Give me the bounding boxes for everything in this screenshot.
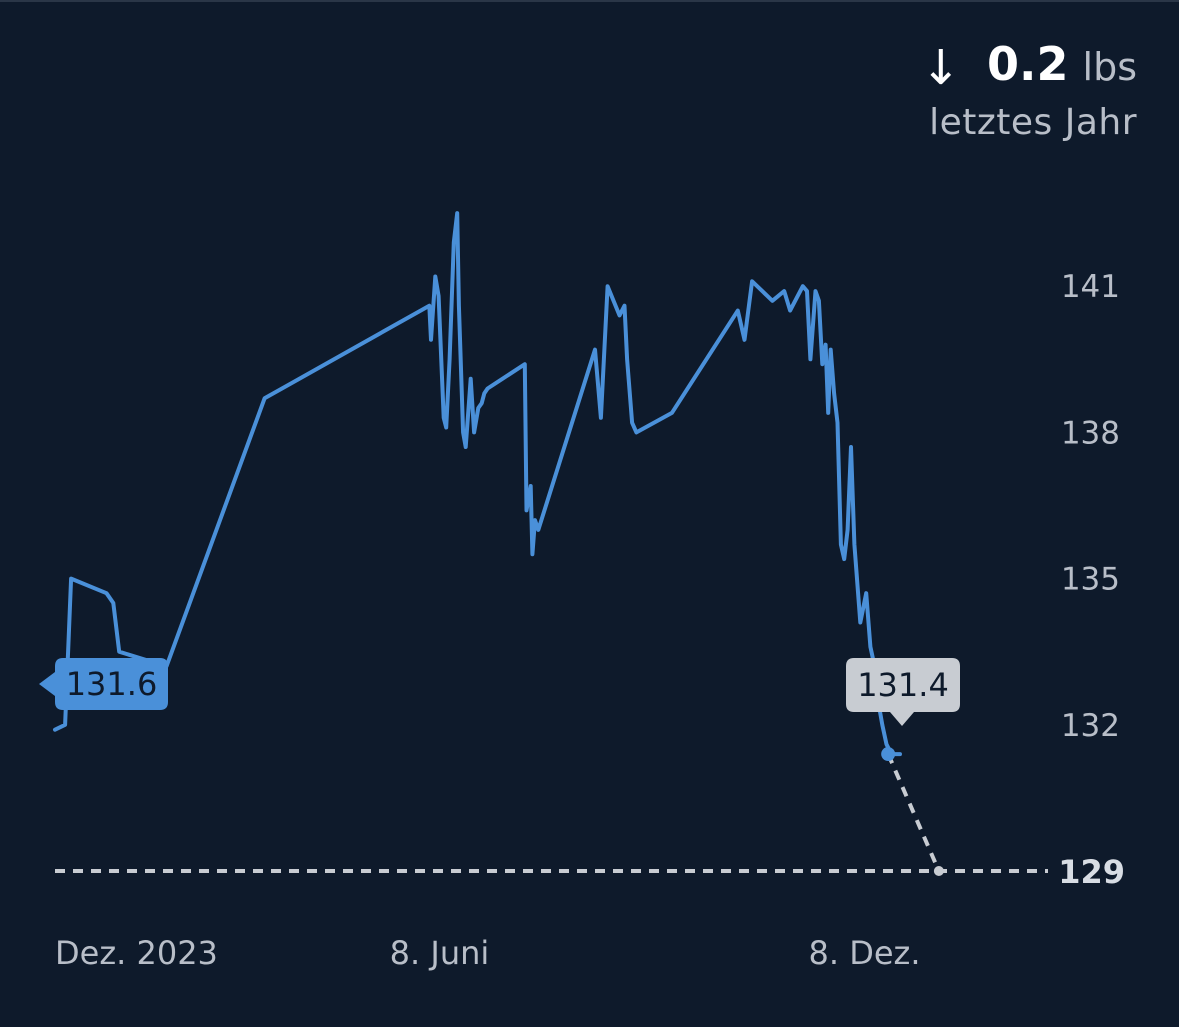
y-axis: 141 138 135 132 <box>1061 269 1120 744</box>
y-tick-label: 132 <box>1061 708 1120 744</box>
value-badges: 131.6 131.4 <box>39 658 960 726</box>
end-value-label: 131.4 <box>857 666 949 704</box>
x-tick-label: Dez. 2023 <box>55 934 218 972</box>
period-label: letztes Jahr <box>929 102 1137 143</box>
weight-change-value: 0.2 <box>987 37 1069 91</box>
x-tick-label: 8. Juni <box>390 934 490 972</box>
x-tick-label: 8. Dez. <box>809 934 921 972</box>
end-value-badge <box>846 658 960 726</box>
y-tick-label: 141 <box>1061 269 1120 305</box>
weight-series-line <box>53 211 902 757</box>
x-axis: Dez. 2023 8. Juni 8. Dez. <box>55 934 921 972</box>
weight-change-line: ↓ 0.2 lbs <box>921 36 1137 96</box>
start-value-label: 131.6 <box>66 665 158 703</box>
start-value-badge <box>39 658 168 710</box>
goal-line-group: 129 <box>55 853 1125 891</box>
weight-change-summary: ↓ 0.2 lbs letztes Jahr <box>921 36 1137 143</box>
weight-series <box>53 211 902 757</box>
latest-point <box>881 747 896 762</box>
weight-change-unit: lbs <box>1082 45 1137 89</box>
y-tick-label: 135 <box>1061 562 1120 598</box>
projection-line <box>886 753 941 872</box>
goal-point <box>933 866 944 877</box>
top-divider <box>0 0 1179 2</box>
y-tick-label: 138 <box>1061 415 1120 451</box>
arrow-down-icon: ↓ <box>920 40 962 96</box>
projection-group <box>881 747 944 877</box>
goal-value-label: 129 <box>1058 853 1125 891</box>
